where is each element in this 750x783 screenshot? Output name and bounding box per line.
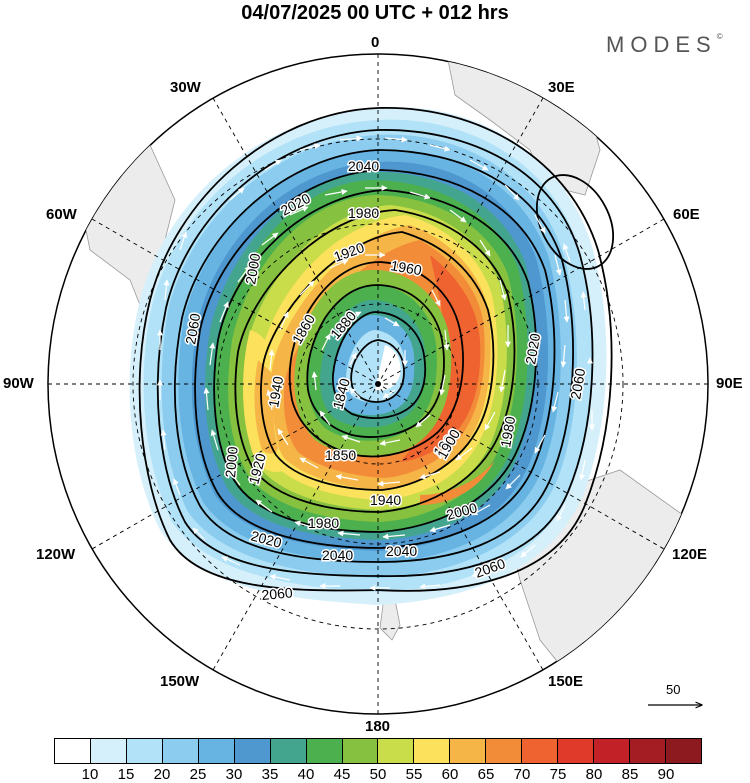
colorbar-swatch	[594, 739, 630, 763]
colorbar-swatch	[198, 739, 235, 763]
brand-logo: MODES©	[606, 32, 723, 58]
lon-label-60w: 60W	[46, 206, 77, 223]
contour-label: 2020	[249, 527, 283, 551]
colorbar-swatch	[665, 739, 701, 763]
colorbar-swatch	[342, 739, 379, 763]
colorbar-label: 85	[621, 766, 639, 783]
colorbar-label: 20	[153, 766, 171, 783]
lon-label-150w: 150W	[160, 673, 200, 690]
wind-speed-shading	[129, 107, 607, 605]
contour-label: 1980	[348, 205, 379, 221]
lon-label-0: 0	[371, 34, 380, 51]
colorbar-label: 50	[369, 766, 387, 783]
colorbar-swatch	[486, 739, 523, 763]
contour-label: 2040	[348, 158, 379, 174]
colorbar-label: 75	[549, 766, 567, 783]
contour-label: 1850	[325, 447, 356, 463]
brand-name: MODES	[606, 32, 717, 57]
colorbar-swatch	[630, 739, 666, 763]
colorbar	[54, 738, 702, 764]
colorbar-label: 65	[477, 766, 495, 783]
colorbar-label: 55	[405, 766, 423, 783]
lon-label-180: 180	[365, 718, 391, 735]
colorbar-label: 90	[657, 766, 675, 783]
colorbar-label: 40	[297, 766, 315, 783]
colorbar-swatch	[450, 739, 487, 763]
lon-label-30e: 30E	[548, 79, 575, 96]
contour-label: 2040	[386, 543, 417, 559]
lon-label-90w: 90W	[3, 375, 34, 392]
lon-label-120w: 120W	[36, 546, 76, 563]
colorbar-label: 35	[261, 766, 279, 783]
colorbar-swatch	[414, 739, 451, 763]
reference-vector-label: 50	[666, 682, 681, 697]
pole-marker	[375, 381, 381, 387]
lon-label-150e: 150E	[548, 673, 584, 690]
contour-label: 1960	[389, 257, 423, 278]
contour-label: 2040	[322, 547, 353, 563]
colorbar-swatch	[558, 739, 595, 763]
colorbar-swatch	[234, 739, 271, 763]
lon-label-60e: 60E	[673, 206, 700, 223]
colorbar-swatch	[126, 739, 163, 763]
contour-label: 2000	[222, 446, 241, 479]
colorbar-label: 15	[117, 766, 135, 783]
contour-label: 1980	[497, 415, 518, 449]
height-contours	[138, 107, 615, 592]
colorbar-swatch	[270, 739, 307, 763]
colorbar-label: 60	[441, 766, 459, 783]
colorbar-label: 80	[585, 766, 603, 783]
lon-label-120e: 120E	[672, 546, 708, 563]
colorbar-swatch	[55, 739, 91, 763]
lon-label-90e: 90E	[716, 375, 743, 392]
colorbar-swatch	[378, 739, 415, 763]
colorbar-label: 10	[81, 766, 99, 783]
colorbar-swatch	[522, 739, 559, 763]
colorbar-label: 25	[189, 766, 207, 783]
colorbar-label: 45	[333, 766, 351, 783]
contour-label: 1940	[370, 492, 401, 508]
colorbar-swatch	[162, 739, 199, 763]
contour-label: 2060	[261, 584, 294, 603]
colorbar-swatch	[306, 739, 343, 763]
wind-vectors	[157, 135, 595, 591]
lon-label-30w: 30W	[170, 79, 201, 96]
brand-mark: ©	[716, 32, 723, 41]
contour-label: 1980	[308, 515, 339, 531]
colorbar-swatch	[90, 739, 127, 763]
colorbar-label: 30	[225, 766, 243, 783]
colorbar-label: 70	[513, 766, 531, 783]
forecast-title: 04/07/2025 00 UTC + 012 hrs	[241, 2, 509, 24]
